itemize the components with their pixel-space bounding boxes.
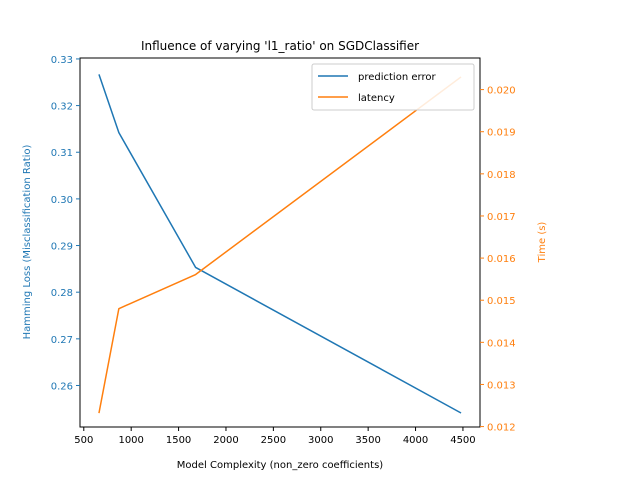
legend-box	[311, 63, 475, 111]
left-tick-label: 0.31	[51, 148, 73, 159]
x-tick-label: 3500	[355, 435, 380, 446]
left-tick-label: 0.33	[51, 55, 73, 66]
x-tick-label: 4000	[403, 435, 428, 446]
right-tick-label: 0.013	[487, 380, 516, 391]
left-tick-label: 0.28	[51, 288, 73, 299]
series-line-prediction-error	[98, 74, 462, 414]
right-tick-label: 0.016	[487, 254, 516, 265]
x-tick-label: 3000	[308, 435, 333, 446]
legend-label-latency: latency	[358, 93, 395, 104]
right-tick-label: 0.015	[487, 296, 516, 307]
right-tick-label: 0.012	[487, 423, 516, 434]
x-tick-label: 2000	[213, 435, 238, 446]
left-tick-label: 0.27	[51, 335, 73, 346]
x-tick-label: 2500	[261, 435, 286, 446]
series-line-latency	[98, 76, 462, 414]
x-axis-ticks: 500 1000 1500 2000 2500 3000 3500 4000 4500	[74, 427, 476, 446]
left-tick-label: 0.32	[51, 102, 73, 113]
right-axis-ticks: 0.012 0.013 0.014 0.015 0.016 0.017 0.018 0.019…	[480, 86, 516, 434]
plot-frame	[79, 57, 481, 428]
left-tick-label: 0.26	[51, 381, 73, 392]
chart-title: Influence of varying 'l1_ratio' on SGDCl…	[141, 39, 419, 53]
x-tick-label: 1000	[118, 435, 143, 446]
legend-label-prediction-error: prediction error	[358, 72, 436, 83]
right-axis-label: Time (s)	[537, 222, 548, 264]
x-axis-label: Model Complexity (non_zero coefficients)	[177, 460, 383, 471]
right-tick-label: 0.020	[487, 86, 516, 97]
left-axis-label: Hamming Loss (Misclassification Ratio)	[22, 144, 33, 339]
left-tick-label: 0.30	[51, 195, 73, 206]
x-tick-label: 1500	[166, 435, 191, 446]
series-layer	[98, 74, 462, 414]
left-tick-label: 0.29	[51, 242, 73, 253]
x-tick-label: 500	[74, 435, 93, 446]
x-tick-label: 4500	[450, 435, 475, 446]
right-tick-label: 0.017	[487, 212, 516, 223]
right-tick-label: 0.019	[487, 128, 516, 139]
right-tick-label: 0.014	[487, 338, 516, 349]
right-tick-label: 0.018	[487, 170, 516, 181]
legend: prediction error latency	[311, 63, 475, 111]
left-axis-ticks: 0.26 0.27 0.28 0.29 0.30 0.31 0.32 0.33	[51, 55, 80, 392]
